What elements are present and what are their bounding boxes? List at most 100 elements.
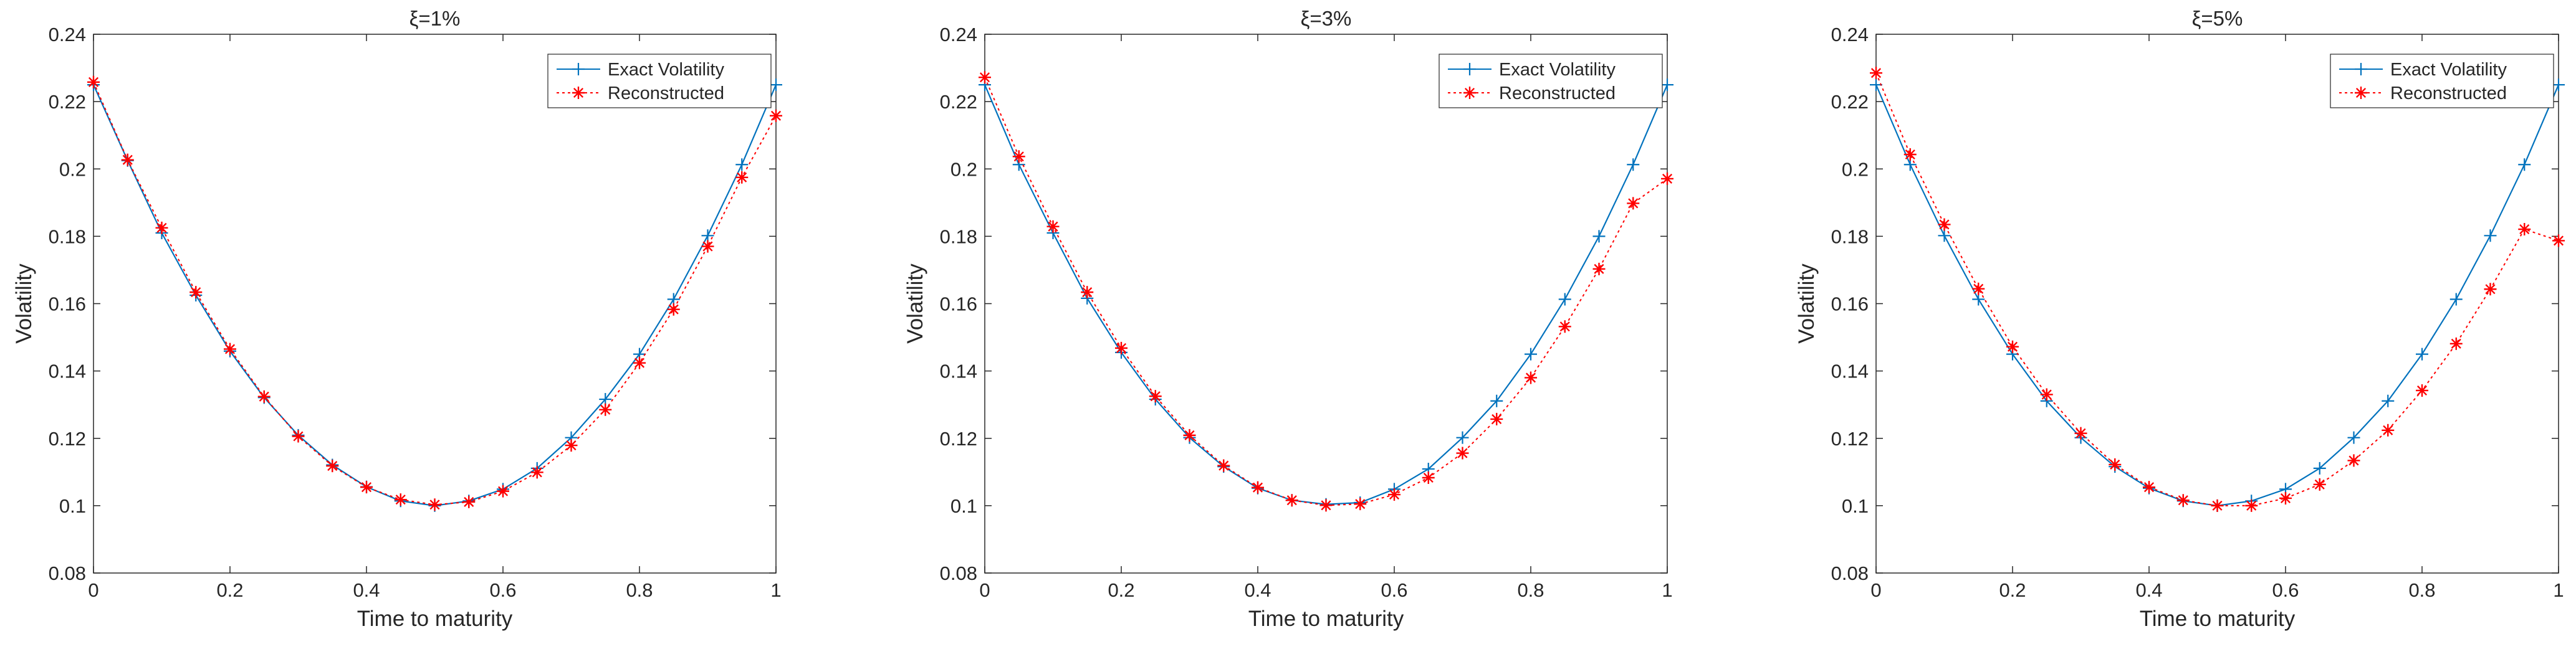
y-axis-label: Volatility xyxy=(1794,263,1819,344)
data-point xyxy=(2245,499,2258,512)
y-tick-label: 0.08 xyxy=(1831,562,1869,584)
legend-box xyxy=(1439,54,1663,108)
data-point xyxy=(2416,384,2428,397)
legend-marker xyxy=(2355,63,2367,75)
data-point xyxy=(2347,454,2360,467)
legend-marker xyxy=(572,87,585,99)
y-tick-label: 0.14 xyxy=(940,361,977,382)
data-point xyxy=(2416,348,2428,361)
legend-label: Exact Volatility xyxy=(2390,60,2507,80)
chart-title: ξ=5% xyxy=(2192,7,2243,30)
data-point xyxy=(1252,481,1264,494)
data-point xyxy=(1627,197,1640,210)
data-point xyxy=(428,498,441,511)
data-point xyxy=(2552,78,2565,92)
data-point xyxy=(2449,293,2463,306)
data-point xyxy=(1558,293,1571,306)
data-point xyxy=(1388,488,1401,501)
data-point xyxy=(1525,348,1537,361)
x-tick-label: 0.6 xyxy=(489,579,516,601)
data-point xyxy=(979,71,991,84)
y-axis-label: Volatility xyxy=(903,263,927,344)
data-point xyxy=(2211,499,2224,512)
data-point xyxy=(2484,229,2497,242)
data-point xyxy=(735,158,749,171)
data-point xyxy=(2279,491,2292,505)
y-tick-label: 0.1 xyxy=(1842,495,1869,517)
data-point xyxy=(1217,459,1230,472)
data-point xyxy=(1115,341,1128,354)
y-axis-label: Volatility xyxy=(12,263,36,344)
x-tick-label: 1 xyxy=(2553,579,2564,601)
data-point xyxy=(1183,429,1196,442)
x-tick-label: 0.4 xyxy=(353,579,380,601)
legend-label: Reconstructed xyxy=(2390,83,2507,103)
chart-panel-2: 0.08 0.1 0.12 0.14 0.16 0.18 0.2 0.22 0.24 0 0.2 0.… xyxy=(903,7,1673,631)
y-tick-label: 0.12 xyxy=(1831,428,1869,450)
data-point xyxy=(2313,478,2326,491)
plot-area xyxy=(984,34,1668,574)
y-tick-label: 0.14 xyxy=(1831,361,1869,382)
y-tick-label: 0.22 xyxy=(1831,91,1869,113)
x-axis-label: Time to maturity xyxy=(357,607,513,631)
y-tick-label: 0.12 xyxy=(49,428,86,450)
x-tick-label: 0.8 xyxy=(2408,579,2435,601)
data-point xyxy=(1592,262,1606,275)
y-tick-label: 0.2 xyxy=(950,158,977,180)
y-tick-label: 0.2 xyxy=(1842,158,1869,180)
legend-label: Exact Volatility xyxy=(1499,60,1616,80)
data-point xyxy=(1972,293,1985,306)
data-point xyxy=(1903,148,1917,161)
y-tick-label: 0.22 xyxy=(940,91,977,113)
data-point xyxy=(1149,390,1162,403)
y-tick-label: 0.08 xyxy=(49,562,86,584)
data-point xyxy=(735,171,749,184)
data-point xyxy=(2552,234,2565,247)
data-point xyxy=(2518,158,2531,171)
data-point xyxy=(565,439,578,452)
plot-area xyxy=(93,34,777,574)
data-point xyxy=(1592,230,1606,243)
data-point xyxy=(1661,78,1673,92)
data-point xyxy=(701,240,714,253)
x-axis-label: Time to maturity xyxy=(1248,607,1404,631)
legend-label: Reconstructed xyxy=(1499,83,1616,103)
y-tick-label: 0.1 xyxy=(59,495,86,517)
legend: Exact Volatility Reconstructed xyxy=(1439,54,1663,108)
data-point xyxy=(1081,286,1094,299)
data-point xyxy=(1870,78,1882,92)
data-point xyxy=(1558,320,1571,333)
y-tick-label: 0.18 xyxy=(49,225,86,247)
data-point xyxy=(189,286,203,299)
data-point xyxy=(770,109,782,122)
x-tick-label: 0.2 xyxy=(1999,579,2026,601)
data-point xyxy=(1046,220,1060,233)
x-tick-label: 0.6 xyxy=(2272,579,2299,601)
data-point xyxy=(599,403,612,416)
legend-marker xyxy=(1463,63,1476,75)
y-tick-label: 0.12 xyxy=(940,428,977,450)
x-tick-label: 1 xyxy=(770,579,781,601)
data-point xyxy=(2518,223,2531,236)
x-tick-label: 0 xyxy=(979,579,990,601)
plot-area xyxy=(1875,34,2559,574)
data-point xyxy=(1456,431,1469,444)
y-tick-label: 0.16 xyxy=(1831,293,1869,315)
legend-marker xyxy=(572,63,585,75)
x-tick-label: 0.2 xyxy=(216,579,243,601)
data-point xyxy=(360,481,373,494)
data-point xyxy=(2382,424,2395,437)
data-point xyxy=(1319,499,1333,512)
data-point xyxy=(257,390,271,403)
data-point xyxy=(530,466,543,479)
legend-box xyxy=(547,54,772,108)
y-tick-label: 0.24 xyxy=(49,24,86,45)
y-tick-label: 0.1 xyxy=(950,495,977,517)
y-tick-label: 0.2 xyxy=(59,158,86,180)
data-point xyxy=(770,78,782,92)
data-point xyxy=(599,393,612,406)
y-tick-label: 0.24 xyxy=(940,24,977,45)
data-point xyxy=(2449,337,2463,350)
data-point xyxy=(1490,412,1503,425)
